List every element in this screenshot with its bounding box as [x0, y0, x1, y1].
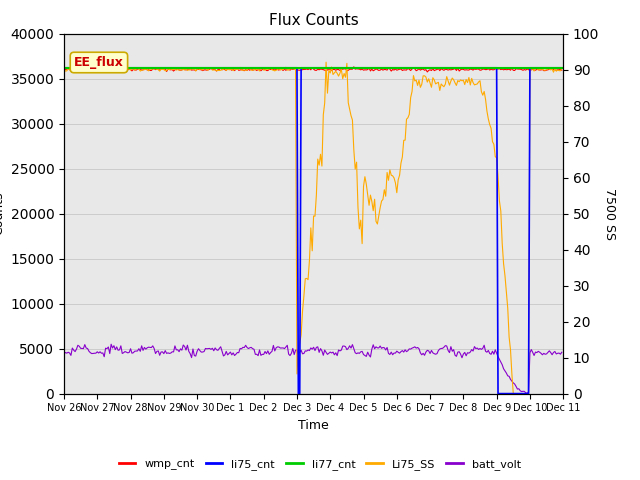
Li75_SS: [60, 66, 68, 72]
li75_cnt: [225, 65, 233, 71]
li75_cnt: [294, 391, 302, 396]
Line: wmp_cnt: wmp_cnt: [64, 67, 562, 72]
li75_cnt: [278, 65, 285, 71]
wmp_cnt: [558, 67, 566, 73]
Li75_SS: [121, 66, 129, 72]
Li75_SS: [234, 66, 241, 72]
batt_volt: [210, 348, 218, 354]
li75_cnt: [121, 65, 129, 71]
li77_cnt: [234, 65, 241, 71]
wmp_cnt: [225, 66, 233, 72]
batt_volt: [227, 349, 234, 355]
Y-axis label: Counts: Counts: [0, 192, 5, 235]
wmp_cnt: [424, 69, 431, 75]
Li75_SS: [533, 65, 541, 71]
batt_volt: [235, 350, 243, 356]
li75_cnt: [209, 65, 216, 71]
li77_cnt: [558, 65, 566, 71]
wmp_cnt: [278, 66, 285, 72]
Y-axis label: 7500 SS: 7500 SS: [603, 188, 616, 240]
Line: Li75_SS: Li75_SS: [64, 62, 562, 394]
Li75_SS: [278, 67, 285, 72]
li75_cnt: [532, 65, 540, 71]
wmp_cnt: [350, 64, 358, 70]
Li75_SS: [322, 60, 330, 65]
li75_cnt: [60, 65, 68, 71]
batt_volt: [558, 349, 566, 355]
li75_cnt: [558, 65, 566, 71]
Li75_SS: [558, 66, 566, 72]
wmp_cnt: [533, 67, 541, 72]
Line: li75_cnt: li75_cnt: [64, 68, 562, 394]
li77_cnt: [225, 65, 233, 71]
li77_cnt: [209, 65, 216, 71]
batt_volt: [533, 350, 541, 356]
wmp_cnt: [60, 66, 68, 72]
Title: Flux Counts: Flux Counts: [269, 13, 358, 28]
Li75_SS: [209, 67, 216, 73]
wmp_cnt: [209, 67, 216, 72]
batt_volt: [108, 341, 115, 347]
wmp_cnt: [121, 68, 129, 73]
Legend: wmp_cnt, li75_cnt, li77_cnt, Li75_SS, batt_volt: wmp_cnt, li75_cnt, li77_cnt, Li75_SS, ba…: [115, 455, 525, 474]
Text: EE_flux: EE_flux: [74, 56, 124, 69]
batt_volt: [279, 345, 287, 351]
li75_cnt: [234, 65, 241, 71]
wmp_cnt: [234, 65, 241, 71]
Li75_SS: [225, 67, 233, 72]
X-axis label: Time: Time: [298, 419, 329, 432]
li77_cnt: [60, 65, 68, 71]
Li75_SS: [509, 391, 517, 396]
li77_cnt: [531, 65, 538, 71]
Line: batt_volt: batt_volt: [64, 344, 562, 393]
batt_volt: [60, 351, 68, 357]
batt_volt: [524, 390, 531, 396]
li77_cnt: [278, 65, 285, 71]
li77_cnt: [121, 65, 129, 71]
batt_volt: [123, 349, 131, 355]
